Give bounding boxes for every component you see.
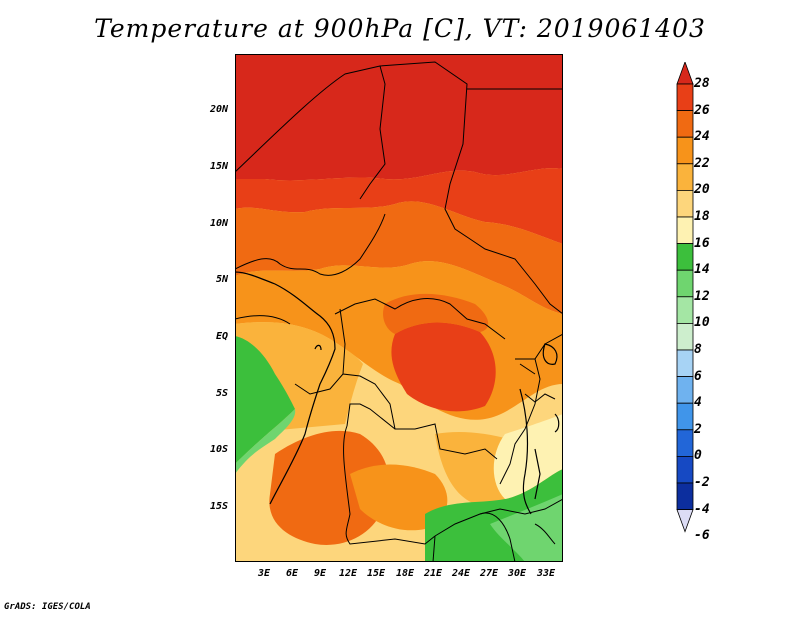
colorbar-label: 24	[694, 129, 710, 145]
colorbar-label: -4	[694, 501, 710, 517]
colorbar-swatch	[676, 322, 694, 351]
colorbar-label: 14	[694, 262, 710, 278]
colorbar-label: 22	[694, 155, 710, 171]
lon-label-33e: 33E	[536, 568, 556, 579]
colorbar-swatch	[676, 349, 694, 378]
colorbar-label: 6	[694, 368, 702, 384]
temp-band-14-west	[235, 336, 295, 464]
temp-band-12-west	[235, 409, 296, 474]
lat-label-eq: EQ	[215, 331, 228, 342]
temp-band-12-south	[490, 494, 563, 562]
temp-band-28	[235, 54, 563, 181]
map-panel	[235, 54, 563, 562]
colorbar-swatch	[676, 402, 694, 431]
lon-label-21e: 21E	[423, 568, 443, 579]
colorbar-label: 16	[694, 235, 710, 251]
colorbar-swatch	[676, 216, 694, 245]
lon-label-18e: 18E	[395, 568, 415, 579]
colorbar-swatch	[676, 429, 694, 457]
coastline	[235, 271, 560, 515]
colorbar-label: 2	[694, 421, 702, 437]
colorbar-swatch	[676, 136, 694, 165]
colorbar-swatch	[676, 296, 694, 324]
colorbar-swatch	[676, 482, 694, 511]
temp-plume-22	[350, 464, 448, 531]
temp-plume-24	[269, 430, 389, 545]
temp-band-26	[235, 168, 563, 244]
lat-label-10s: 10S	[209, 444, 228, 455]
lon-label-24e: 24E	[451, 568, 471, 579]
colorbar-swatch	[676, 243, 694, 271]
credit-text: GrADS: IGES/COLA	[4, 602, 91, 612]
colorbar-label: 28	[694, 76, 710, 91]
colorbar-swatch	[676, 110, 694, 138]
colorbar-label: 8	[694, 342, 702, 357]
lon-label-27e: 27E	[479, 568, 499, 579]
colorbar-label: -2	[694, 475, 710, 490]
colorbar-label: 4	[694, 395, 702, 411]
colorbar	[676, 62, 694, 533]
colorbar-top-arrow	[676, 62, 694, 85]
colorbar-swatch	[676, 269, 694, 298]
lon-label-9e: 9E	[313, 568, 327, 579]
lon-label-12e: 12E	[338, 568, 358, 579]
colorbar-label: 20	[694, 182, 710, 198]
lat-label-15n: 15N	[209, 161, 228, 172]
map-title: Temperature at 900hPa [C], VT: 201906140…	[94, 14, 706, 43]
colorbar-label: 12	[694, 288, 710, 304]
colorbar-bottom-arrow	[676, 509, 694, 533]
colorbar-label: 26	[694, 102, 710, 118]
temp-core-26	[391, 322, 496, 412]
temp-band-24	[235, 201, 563, 314]
lat-label-10n: 10N	[209, 218, 228, 229]
colorbar-label: 18	[694, 209, 710, 224]
temp-band-18-sw	[235, 474, 265, 562]
lon-label-30e: 30E	[507, 568, 527, 579]
lat-label-20n: 20N	[209, 104, 228, 115]
map-frame	[235, 54, 563, 562]
colorbar-label: -6	[694, 528, 710, 544]
lat-label-5n: 5N	[215, 274, 228, 285]
lat-label-15s: 15S	[209, 501, 228, 512]
country-borders	[235, 61, 563, 562]
lon-label-15e: 15E	[366, 568, 386, 579]
lat-label-5s: 5S	[215, 388, 228, 399]
colorbar-swatch	[676, 455, 694, 484]
colorbar-label: 0	[694, 448, 702, 464]
colorbar-swatch	[676, 83, 694, 112]
colorbar-swatch	[676, 376, 694, 404]
lon-label-6e: 6E	[285, 568, 299, 579]
colorbar-label: 10	[694, 315, 710, 331]
temperature-map	[235, 54, 563, 562]
temp-band-16-se	[493, 414, 563, 499]
lon-label-3e: 3E	[257, 568, 271, 579]
colorbar-swatch	[676, 163, 694, 191]
temp-core-24	[383, 293, 489, 334]
colorbar-swatch	[676, 189, 694, 218]
